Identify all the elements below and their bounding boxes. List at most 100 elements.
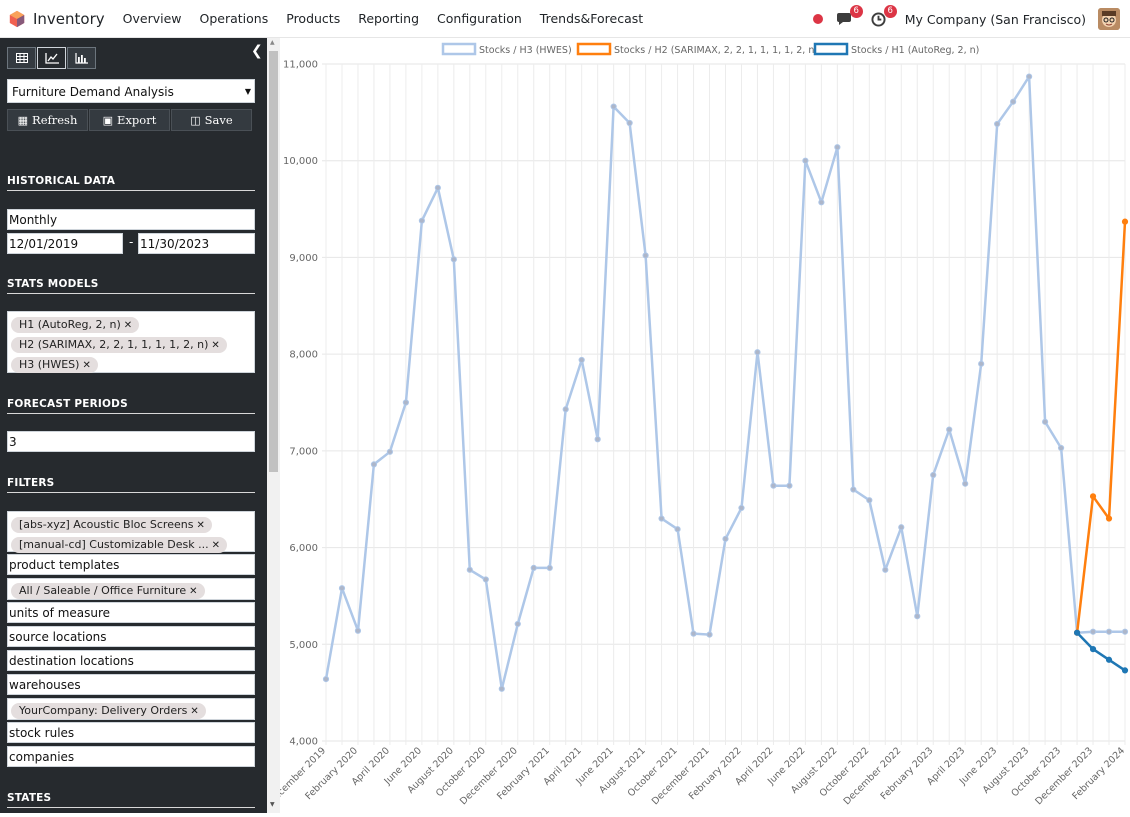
y-tick-label: 9,000 xyxy=(289,253,318,264)
picking-type-tag-label: YourCompany: Delivery Orders xyxy=(19,704,188,717)
model-tag-h3[interactable]: H3 (HWES) ✕ xyxy=(11,357,98,373)
category-tag-label: All / Saleable / Office Furniture xyxy=(19,584,187,597)
save-button[interactable]: ◫ Save xyxy=(171,109,252,131)
line-chart-view-button[interactable] xyxy=(37,47,66,69)
model-tag-h1[interactable]: H1 (AutoReg, 2, n) ✕ xyxy=(11,317,140,333)
remove-tag-icon[interactable]: ✕ xyxy=(189,586,198,597)
units-of-measure-field[interactable]: units of measure xyxy=(7,602,255,623)
period-select[interactable]: Monthly xyxy=(7,209,255,230)
data-point xyxy=(1089,646,1097,653)
data-point xyxy=(530,564,537,571)
product-tag[interactable]: [manual-cd] Customizable Desk ... ✕ xyxy=(11,537,228,553)
data-point xyxy=(898,524,905,531)
data-point xyxy=(610,103,617,110)
export-file-icon: ▣ xyxy=(102,113,114,127)
company-switcher[interactable]: My Company (San Francisco) xyxy=(904,11,1086,27)
recording-status-dot[interactable] xyxy=(812,14,823,24)
remove-tag-icon[interactable]: ✕ xyxy=(211,340,220,351)
app-name[interactable]: Inventory xyxy=(33,9,105,28)
data-point xyxy=(1121,667,1129,674)
date-range-separator: - xyxy=(129,235,134,249)
date-to-input[interactable]: 11/30/2023 xyxy=(138,233,255,254)
x-tick-label: December 2022 xyxy=(842,745,904,807)
stats-models-field[interactable]: H1 (AutoReg, 2, n) ✕ H2 (SARIMAX, 2, 2, 1… xyxy=(7,311,255,373)
companies-field[interactable]: companies xyxy=(7,746,255,767)
chat-icon xyxy=(836,13,851,25)
sidebar-scrollbar-thumb[interactable] xyxy=(269,51,278,472)
forecast-periods-input[interactable]: 3 xyxy=(7,431,255,452)
stock-rules-field[interactable]: stock rules xyxy=(7,722,255,743)
data-point xyxy=(1089,493,1097,500)
scroll-down-arrow-icon[interactable]: ▼ xyxy=(270,801,275,808)
table-view-button[interactable] xyxy=(7,47,36,69)
x-tick-label: December 2023 xyxy=(1033,745,1095,807)
data-point xyxy=(482,576,489,583)
data-point xyxy=(578,356,585,364)
data-point xyxy=(738,504,745,512)
data-point xyxy=(322,676,330,683)
menu-reporting[interactable]: Reporting xyxy=(358,11,420,26)
data-point xyxy=(1073,629,1081,636)
remove-tag-icon[interactable]: ✕ xyxy=(211,540,221,551)
picking-type-tag[interactable]: YourCompany: Delivery Orders ✕ xyxy=(11,703,206,719)
refresh-label: Refresh xyxy=(32,113,78,127)
inventory-app-icon[interactable] xyxy=(8,10,26,28)
product-templates-field[interactable]: product templates xyxy=(7,554,255,575)
dropdown-caret-icon: ▼ xyxy=(244,87,251,96)
refresh-table-icon: ▦ xyxy=(17,113,29,127)
data-point xyxy=(770,482,777,489)
messages-button[interactable]: 6 xyxy=(836,5,863,27)
product-category-field[interactable]: All / Saleable / Office Furniture ✕ xyxy=(7,578,255,600)
data-point xyxy=(1010,98,1017,105)
user-avatar[interactable] xyxy=(1098,8,1120,30)
data-point xyxy=(818,199,825,206)
activities-button[interactable]: 6 xyxy=(871,5,897,27)
date-from-input[interactable]: 12/01/2019 xyxy=(7,233,123,254)
product-filter-field[interactable]: [abs-xyz] Acoustic Bloc Screens ✕ [manual… xyxy=(7,511,255,553)
y-tick-label: 5,000 xyxy=(289,640,318,651)
export-button[interactable]: ▣ Export xyxy=(89,109,170,131)
data-point xyxy=(418,217,425,224)
y-tick-label: 10,000 xyxy=(283,156,318,167)
category-tag[interactable]: All / Saleable / Office Furniture ✕ xyxy=(11,583,205,599)
filters-title: FILTERS xyxy=(7,477,255,493)
x-tick-label: December 2021 xyxy=(650,745,712,807)
model-tag-label: H3 (HWES) xyxy=(19,358,80,371)
data-point xyxy=(962,480,969,487)
report-select[interactable]: Furniture Demand Analysis ▼ xyxy=(7,79,255,103)
menu-operations[interactable]: Operations xyxy=(199,11,269,26)
remove-tag-icon[interactable]: ✕ xyxy=(123,320,133,331)
legend-swatch xyxy=(441,42,477,56)
destination-locations-field[interactable]: destination locations xyxy=(7,650,255,671)
menu-products[interactable]: Products xyxy=(286,11,341,26)
action-buttons: ▦ Refresh ▣ Export ◫ Save xyxy=(7,109,253,131)
collapse-sidebar-chevron-icon[interactable]: ❮ xyxy=(251,43,263,59)
data-point xyxy=(514,620,521,628)
top-navbar: Inventory Overview Operations Products R… xyxy=(0,0,1130,38)
export-label: Export xyxy=(117,113,157,127)
legend-label: Stocks / H2 (SARIMAX, 2, 2, 1, 1, 1, 1, … xyxy=(614,45,818,56)
model-tag-label: H1 (AutoReg, 2, n) xyxy=(19,318,121,331)
save-disk-icon: ◫ xyxy=(190,113,201,127)
data-point xyxy=(706,631,713,638)
product-tag[interactable]: [abs-xyz] Acoustic Bloc Screens ✕ xyxy=(11,517,212,533)
data-point xyxy=(642,252,649,259)
y-tick-label: 7,000 xyxy=(289,446,318,457)
menu-overview[interactable]: Overview xyxy=(122,11,182,26)
data-point xyxy=(1042,418,1049,425)
picking-type-field[interactable]: YourCompany: Delivery Orders ✕ xyxy=(7,698,255,720)
menu-configuration[interactable]: Configuration xyxy=(437,11,522,26)
remove-tag-icon[interactable]: ✕ xyxy=(196,520,205,531)
report-select-value: Furniture Demand Analysis xyxy=(12,85,174,99)
warehouses-field[interactable]: warehouses xyxy=(7,674,255,695)
model-tag-h2[interactable]: H2 (SARIMAX, 2, 2, 1, 1, 1, 1, 2, n) ✕ xyxy=(11,337,227,353)
menu-trends-forecast[interactable]: Trends&Forecast xyxy=(539,11,644,26)
source-locations-field[interactable]: source locations xyxy=(7,626,255,647)
refresh-button[interactable]: ▦ Refresh xyxy=(7,109,88,131)
data-point xyxy=(754,349,761,356)
bar-chart-view-button[interactable] xyxy=(67,47,96,69)
x-tick-label: December 2020 xyxy=(458,745,520,807)
scroll-up-arrow-icon[interactable]: ▲ xyxy=(270,39,275,46)
remove-tag-icon[interactable]: ✕ xyxy=(190,706,199,717)
remove-tag-icon[interactable]: ✕ xyxy=(82,360,91,371)
